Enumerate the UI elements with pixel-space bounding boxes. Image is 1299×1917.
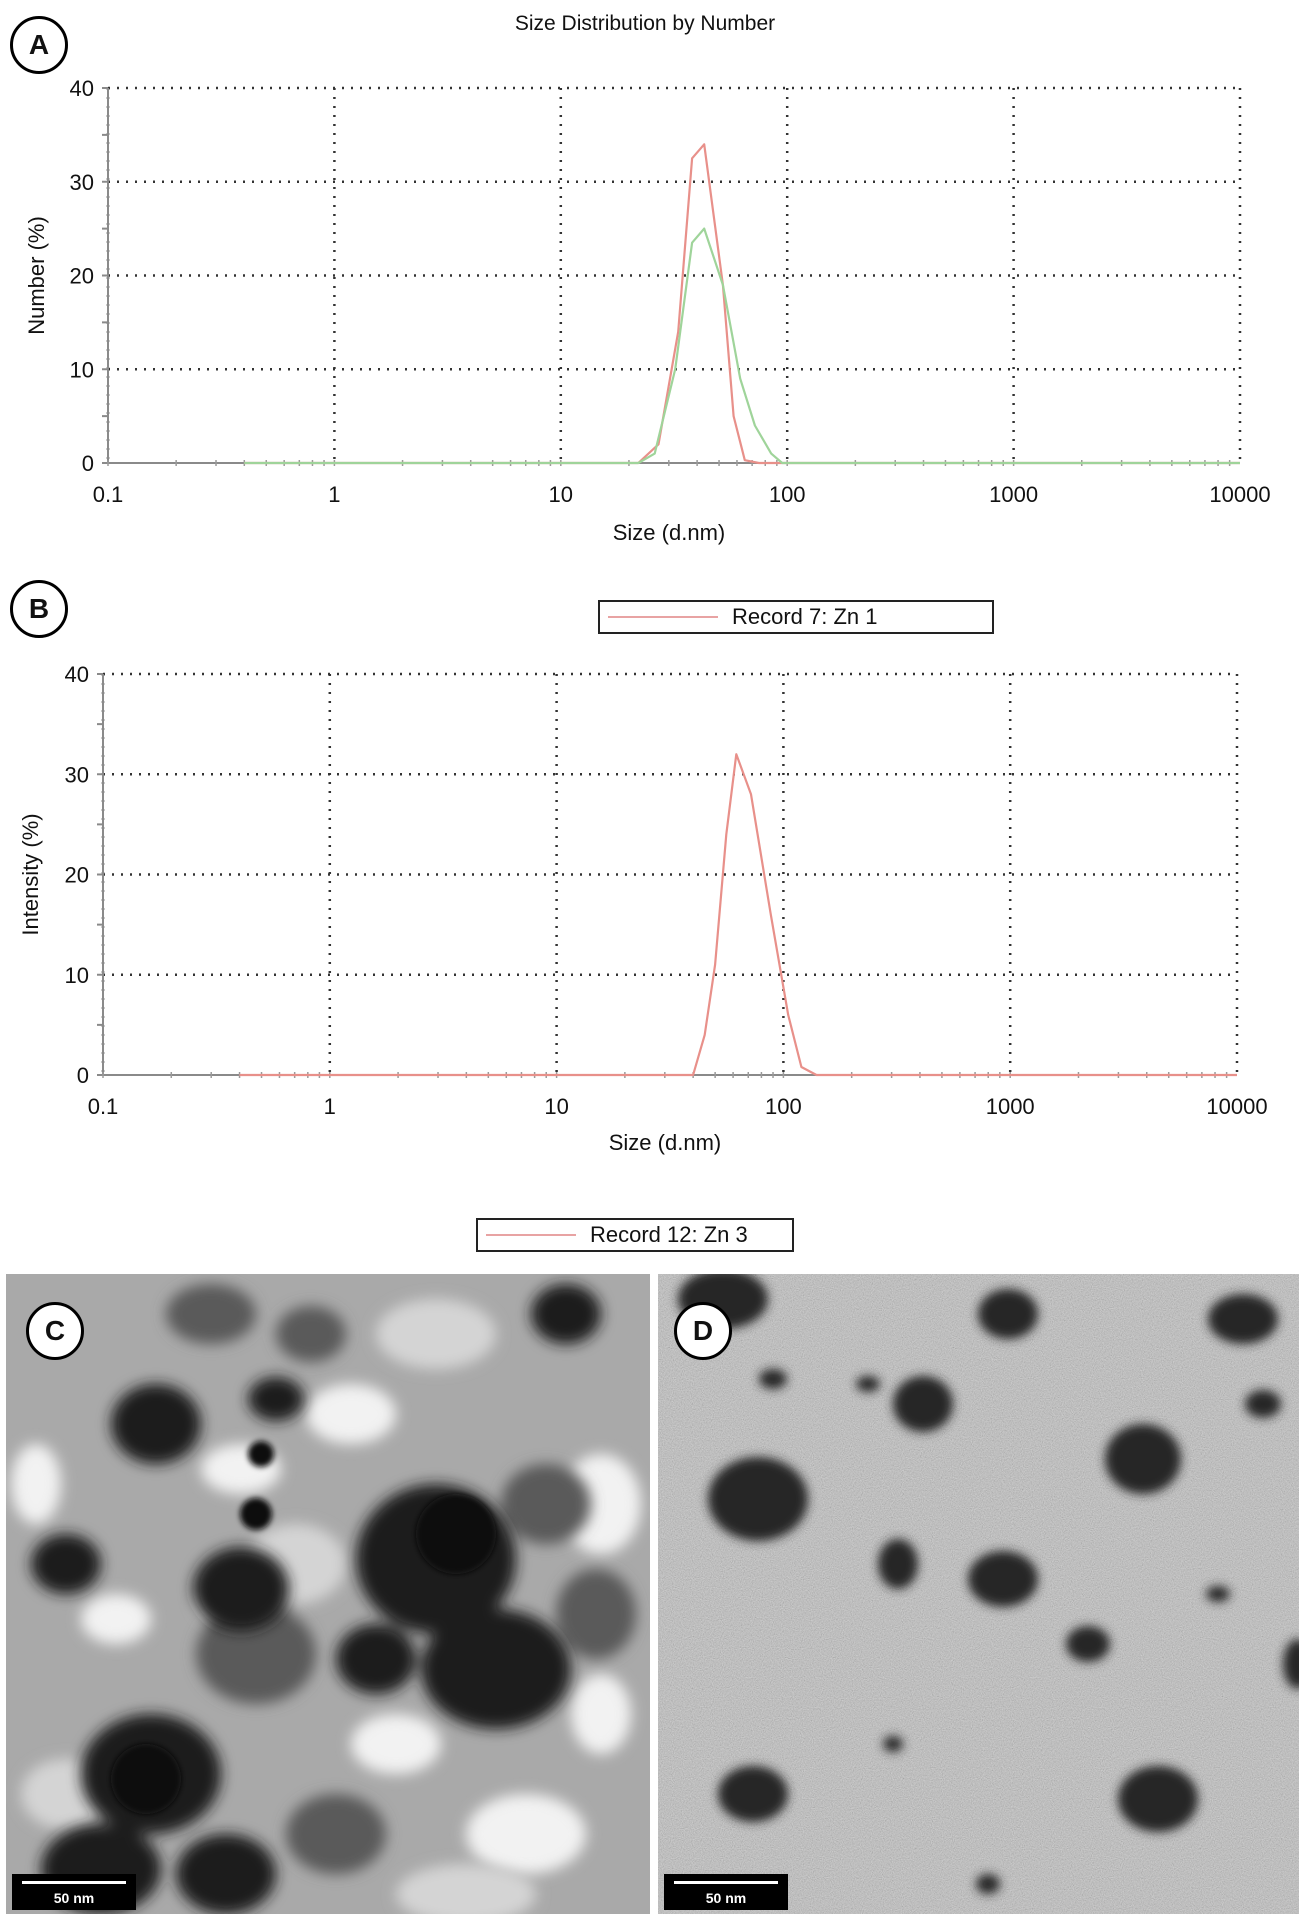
legend-record-12: Record 12: Zn 3 <box>476 1218 794 1252</box>
chart-a-series-line-2 <box>244 227 1240 465</box>
chart-a-y-axis-label: Number (%) <box>24 216 49 335</box>
chart-a-x-tick-label: 100 <box>769 482 806 507</box>
scale-bar-label-d: 50 nm <box>705 1890 747 1906</box>
chart-b-y-tick-label: 40 <box>65 662 89 687</box>
chart-a-x-tick-label: 1000 <box>989 482 1038 507</box>
tem-micrograph-d: D 50 nm <box>658 1274 1299 1914</box>
chart-b-y-tick-label: 30 <box>65 762 89 787</box>
chart-b-y-axis-label: Intensity (%) <box>18 813 43 935</box>
legend-label-record-7: Record 7: Zn 1 <box>732 604 878 629</box>
chart-b-x-axis-label: Size (d.nm) <box>609 1130 721 1155</box>
intensity-distribution-chart: 0.1 1 10 100 1000 10000 0 10 20 30 40 Size (d.nm) In… <box>18 662 1268 1155</box>
chart-a-series-line-1 <box>244 143 1240 465</box>
legend-swatch-record-12 <box>486 1234 576 1236</box>
tem-image-c <box>6 1274 650 1914</box>
legend-record-7: Record 7: Zn 1 <box>598 600 994 634</box>
chart-b-y-tick-label: 0 <box>77 1063 89 1088</box>
chart-b-series-line-1 <box>239 753 1237 1077</box>
panel-label-b: B <box>10 580 68 638</box>
chart-b-y-tick-label: 20 <box>65 863 89 888</box>
panel-label-d: D <box>674 1302 732 1360</box>
chart-a-x-axis-label: Size (d.nm) <box>613 520 725 545</box>
chart-a-x-tick-label: 10000 <box>1209 482 1270 507</box>
chart-b-x-tick-label: 0.1 <box>88 1094 119 1119</box>
chart-b-y-tick-label: 10 <box>65 963 89 988</box>
number-distribution-chart: 0.1 1 10 100 1000 10000 0 10 20 30 40 Size Distribu… <box>24 12 1271 545</box>
tem-micrograph-c: C 50 nm <box>6 1274 650 1914</box>
scale-bar-label-c: 50 nm <box>53 1890 95 1906</box>
tem-image-d <box>658 1274 1299 1914</box>
chart-b-x-tick-label: 10000 <box>1206 1094 1267 1119</box>
chart-a-y-tick-label: 40 <box>70 76 94 101</box>
chart-b-x-tick-label: 1 <box>324 1094 336 1119</box>
panel-label-a: A <box>10 16 68 74</box>
chart-a-x-tick-label: 1 <box>328 482 340 507</box>
chart-a-y-tick-label: 30 <box>70 170 94 195</box>
chart-a-title: Size Distribution by Number <box>515 12 775 35</box>
scale-bar-c: 50 nm <box>12 1874 136 1910</box>
chart-b-x-tick-label: 100 <box>765 1094 802 1119</box>
legend-label-record-12: Record 12: Zn 3 <box>590 1222 748 1247</box>
chart-a-y-tick-label: 20 <box>70 264 94 289</box>
chart-b-x-tick-label: 1000 <box>986 1094 1035 1119</box>
chart-a-x-tick-label: 10 <box>549 482 573 507</box>
chart-a-x-tick-label: 0.1 <box>93 482 124 507</box>
scale-bar-d: 50 nm <box>664 1874 788 1910</box>
chart-a-y-tick-label: 10 <box>70 357 94 382</box>
chart-a-y-tick-label: 0 <box>82 451 94 476</box>
legend-swatch-record-7 <box>608 616 718 618</box>
panel-label-c: C <box>26 1302 84 1360</box>
chart-b-x-tick-label: 10 <box>544 1094 568 1119</box>
